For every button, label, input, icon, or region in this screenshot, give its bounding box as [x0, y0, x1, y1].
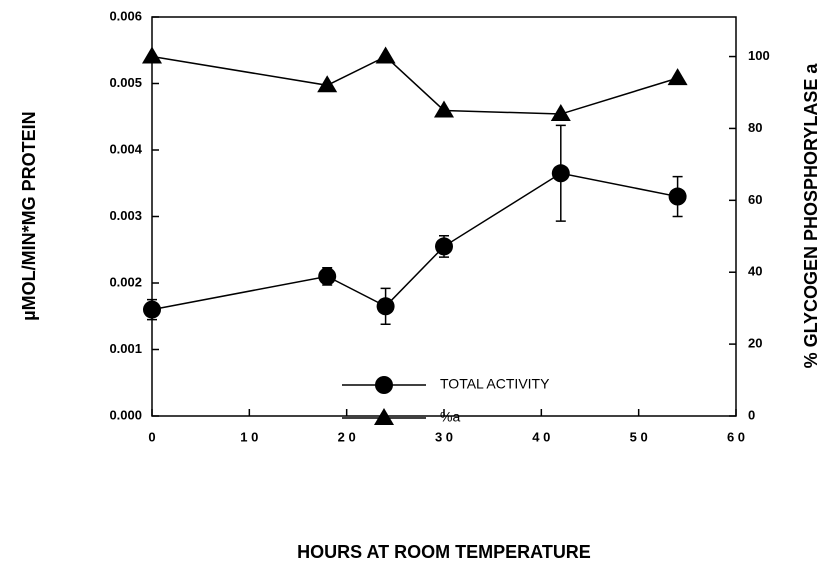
marker	[667, 68, 688, 86]
x-tick-label: 1 0	[240, 429, 258, 444]
y2-tick-label: 0	[748, 407, 755, 422]
y2-axis-title: % GLYCOGEN PHOSPHORYLASE a	[801, 63, 821, 369]
y-tick-label: 0.006	[109, 8, 142, 23]
marker	[143, 300, 161, 319]
x-tick-label: 2 0	[338, 429, 356, 444]
y2-tick-label: 80	[748, 120, 762, 135]
marker	[317, 75, 338, 93]
y2-tick-label: 60	[748, 192, 762, 207]
x-tick-label: 4 0	[532, 429, 550, 444]
y2-tick-label: 100	[748, 48, 770, 63]
marker	[550, 104, 571, 122]
marker	[551, 164, 570, 183]
x-tick-label: 0	[148, 429, 155, 444]
y-tick-label: 0.001	[109, 341, 142, 356]
marker	[375, 46, 396, 64]
y2-tick-label: 40	[748, 264, 762, 279]
marker	[435, 237, 453, 256]
x-axis-title: HOURS AT ROOM TEMPERATURE	[297, 542, 591, 562]
plot-frame	[151, 16, 737, 417]
series-line	[151, 55, 678, 115]
y-tick-label: 0.004	[109, 141, 142, 156]
x-tick-label: 3 0	[435, 429, 453, 444]
marker	[318, 267, 337, 286]
legend-label: %a	[440, 409, 460, 425]
y-tick-label: 0.002	[109, 274, 142, 289]
x-tick-label: 6 0	[727, 429, 745, 444]
y-tick-label: 0.005	[109, 75, 142, 90]
marker	[142, 46, 162, 64]
legend-label: TOTAL ACTIVITY	[440, 376, 550, 392]
marker	[434, 100, 454, 118]
legend-marker	[374, 408, 394, 425]
y-tick-label: 0.000	[109, 407, 142, 422]
x-tick-label: 5 0	[630, 429, 648, 444]
marker	[668, 187, 687, 206]
y2-tick-label: 20	[748, 336, 762, 351]
legend-marker	[375, 376, 393, 394]
marker	[376, 297, 395, 316]
y-axis-title: µMOL/MIN*MG PROTEIN	[19, 111, 39, 320]
series-line	[151, 172, 678, 311]
y-tick-label: 0.003	[109, 208, 142, 223]
